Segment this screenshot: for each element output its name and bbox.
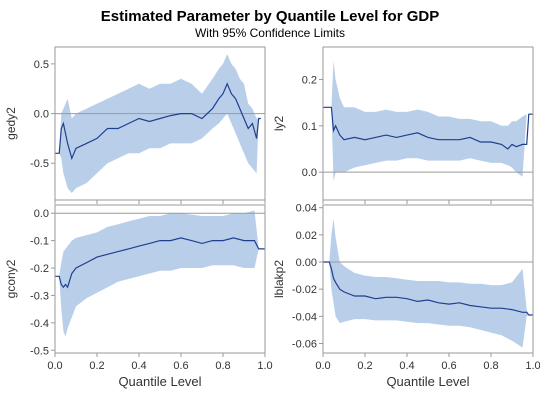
panel-frame-gcony2	[54, 204, 266, 354]
y-tick-label: -0.5	[30, 345, 49, 357]
estimate-line-lblakp2	[323, 261, 533, 316]
x-tick-label: 1.0	[257, 360, 272, 372]
panel-frame-gedy2	[54, 46, 266, 201]
x-tick-label: 1.0	[525, 360, 540, 372]
y-tick-label: -0.3	[30, 290, 49, 302]
x-axis-label: Quantile Level	[118, 374, 201, 389]
y-axis-label-ly2: ly2	[272, 116, 286, 132]
y-tick-label: -0.02	[292, 284, 317, 296]
x-axis-label: Quantile Level	[386, 374, 469, 389]
y-tick-label: 0.1	[302, 121, 317, 133]
x-tick-label: 0.2	[89, 360, 104, 372]
estimate-line-gedy2	[55, 82, 261, 161]
y-tick-label: 0.0	[34, 109, 49, 121]
y-tick-label: -0.06	[292, 338, 317, 350]
x-tick-label: 0.4	[131, 360, 146, 372]
y-tick-label: 0.5	[34, 59, 49, 71]
x-tick-label: 0.6	[173, 360, 188, 372]
x-tick-label: 0.8	[483, 360, 498, 372]
x-tick-label: 0.6	[441, 360, 456, 372]
confidence-band-gedy2	[55, 54, 261, 193]
confidence-band-gcony2	[55, 210, 265, 337]
x-tick-label: 0.0	[315, 360, 330, 372]
y-tick-label: -0.5	[30, 158, 49, 170]
y-tick-label: -0.2	[30, 263, 49, 275]
panel-frame-lblakp2	[322, 204, 534, 354]
x-tick-label: 0.0	[47, 360, 62, 372]
chart-title: Estimated Parameter by Quantile Level fo…	[100, 8, 440, 25]
y-axis-label-lblakp2: lblakp2	[272, 260, 286, 298]
y-tick-label: -0.4	[30, 318, 49, 330]
y-tick-label: 0.00	[296, 257, 317, 269]
x-tick-label: 0.2	[357, 360, 372, 372]
chart-subtitle: With 95% Confidence Limits	[194, 26, 346, 40]
confidence-band-ly2	[323, 60, 533, 182]
y-tick-label: 0.0	[34, 208, 49, 220]
y-axis-label-gcony2: gcony2	[4, 259, 18, 298]
y-tick-label: 0.02	[296, 230, 317, 242]
y-tick-label: -0.04	[292, 311, 317, 323]
x-tick-label: 0.4	[399, 360, 414, 372]
y-tick-label: 0.04	[296, 203, 317, 215]
estimate-line-gcony2	[55, 237, 265, 289]
confidence-band-lblakp2	[323, 218, 533, 348]
y-tick-label: -0.1	[30, 236, 49, 248]
estimate-line-ly2	[323, 106, 533, 150]
y-tick-label: 0.2	[302, 74, 317, 86]
panel-frame-ly2	[322, 46, 534, 201]
x-tick-label: 0.8	[215, 360, 230, 372]
y-axis-label-gedy2: gedy2	[4, 107, 18, 140]
y-tick-label: 0.0	[302, 167, 317, 179]
